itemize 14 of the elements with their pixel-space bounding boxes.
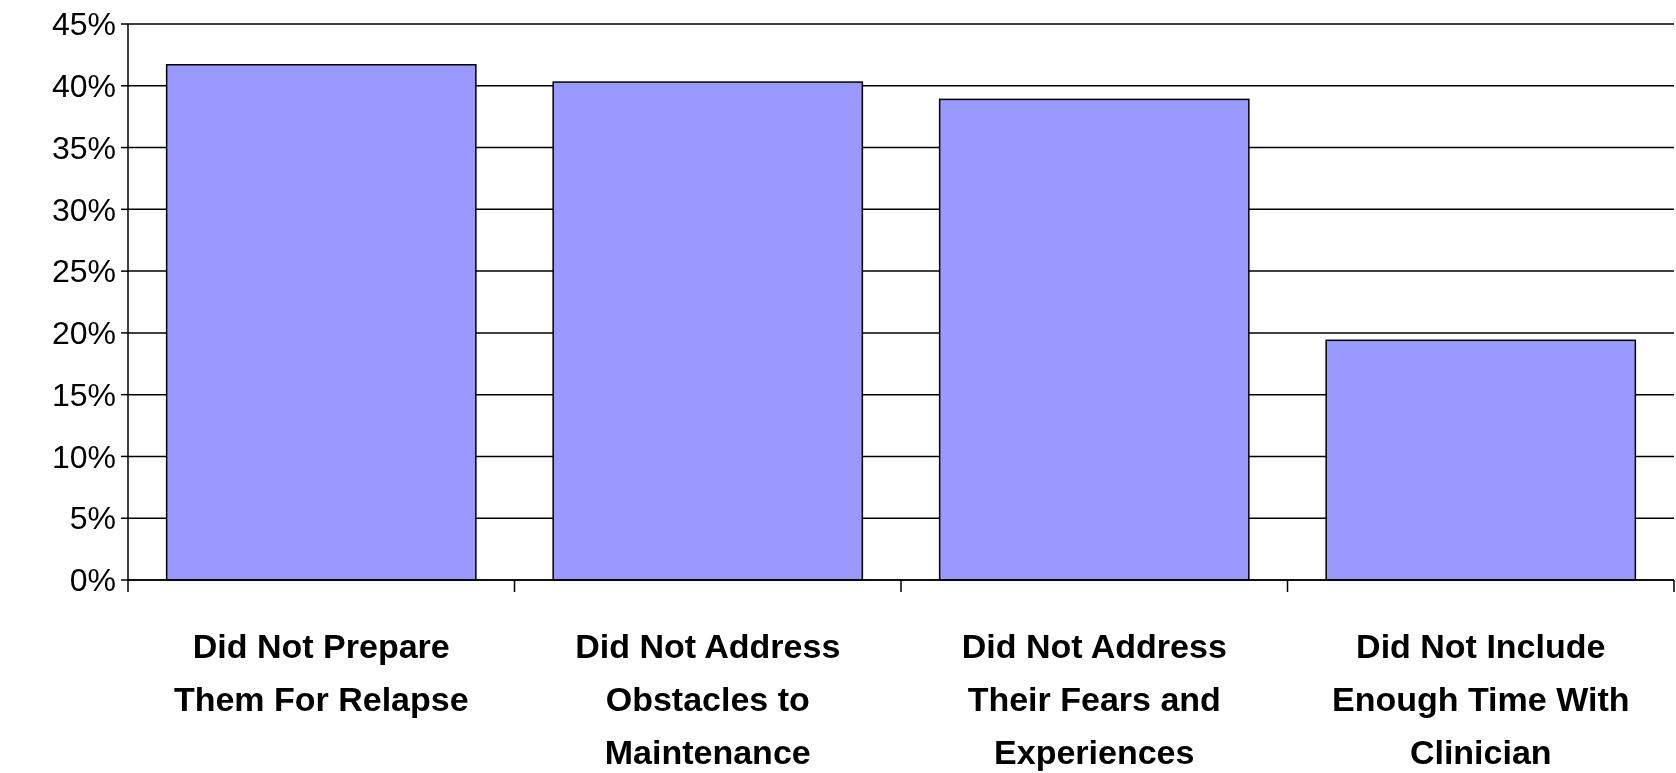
y-tick-label: 25% <box>51 253 116 290</box>
y-tick-label: 20% <box>51 315 116 352</box>
y-tick-label: 35% <box>51 129 116 166</box>
y-tick-label: 5% <box>69 500 116 537</box>
x-tick-label: Did Not Address Obstacles to Maintenance <box>575 627 841 771</box>
y-tick-label: 40% <box>51 67 116 104</box>
y-tick-label: 45% <box>51 6 116 43</box>
x-tick-label: Did Not Prepare Them For Relapse <box>173 627 469 718</box>
x-tick-label: Did Not Include Enough Time With Clinician <box>1332 627 1630 771</box>
y-tick-label: 15% <box>51 376 116 413</box>
y-tick-label: 10% <box>51 438 116 475</box>
y-tick-label: 30% <box>51 191 116 228</box>
x-tick-label: Did Not Address Their Fears and Experiences <box>961 627 1227 771</box>
y-tick-label: 0% <box>69 562 116 599</box>
